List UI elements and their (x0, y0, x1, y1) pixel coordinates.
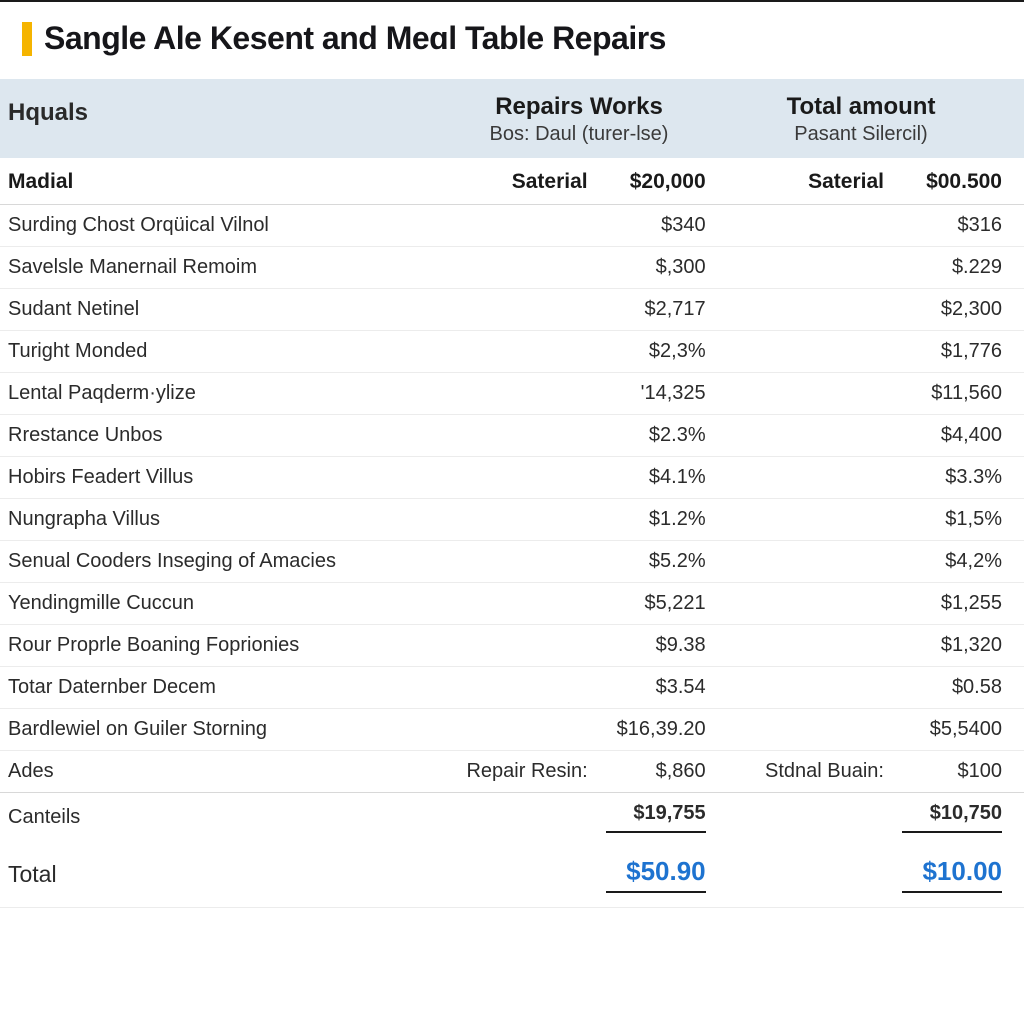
row-c1-val: $9.38 (606, 634, 706, 657)
row-c1-val: $2,717 (606, 298, 706, 321)
row-label: Hobirs Feadert Villus (0, 457, 430, 499)
row-c1-val: '14,325 (606, 382, 706, 405)
row-c1-val: $16,39.20 (606, 718, 706, 741)
ades-row: Ades Repair Resin: $,860 Stdnal Buain: $100 (0, 751, 1024, 793)
table-row: Surding Chost Orqüical Vilnol $340 $316 (0, 205, 1024, 247)
header-col1-line2: Bos: Daul (turer-lse) (438, 123, 720, 146)
row-label: Sudant Netinel (0, 289, 430, 331)
row-c2-val: $3.3% (902, 466, 1002, 489)
subhead-col1: Saterial $20,000 (430, 158, 728, 205)
table-row: Nungrapha Villus $1.2% $1,5% (0, 499, 1024, 541)
header-left-label: Hquals (8, 93, 438, 127)
row-c2-val: $1,5% (902, 508, 1002, 531)
row-label: Nungrapha Villus (0, 499, 430, 541)
row-c1-val: $2.3% (606, 424, 706, 447)
total-row: Total $50.90 $10.00 (0, 842, 1024, 908)
ades-c1-left: Repair Resin: (438, 760, 588, 783)
table-row: Yendingmille Cuccun $5,221 $1,255 (0, 583, 1024, 625)
row-c2-val: $0.58 (902, 676, 1002, 699)
row-label: Yendingmille Cuccun (0, 583, 430, 625)
subhead-col2-left: Saterial (736, 170, 884, 194)
table-row: Sudant Netinel $2,717 $2,300 (0, 289, 1024, 331)
page-title: Sangle Ale Kesent and Meɑl Table Repairs (44, 20, 666, 57)
row-c2-val: $1,255 (902, 592, 1002, 615)
title-row: Sangle Ale Kesent and Meɑl Table Repairs (0, 2, 1024, 79)
row-label: Surding Chost Orqüical Vilnol (0, 205, 430, 247)
row-c1-val: $340 (606, 214, 706, 237)
table-row: Lental Paqderm·ylize '14,325 $11,560 (0, 373, 1024, 415)
header-col1-line1: Repairs Works (438, 93, 720, 121)
subhead-col1-left: Saterial (438, 170, 588, 194)
row-c1-val: $5.2% (606, 550, 706, 573)
total-label: Total (0, 842, 430, 908)
sub-header-row: Madial Saterial $20,000 Saterial $00.500 (0, 158, 1024, 205)
row-label: Rour Proprle Boaning Foprionies (0, 625, 430, 667)
row-c2-val: $1,320 (902, 634, 1002, 657)
table-row: Savelsle Manernail Remoim $,300 $.229 (0, 247, 1024, 289)
row-label: Totar Daternber Decem (0, 667, 430, 709)
row-c2-val: $4,400 (902, 424, 1002, 447)
table-row: Hobirs Feadert Villus $4.1% $3.3% (0, 457, 1024, 499)
total-c2-val: $10.00 (902, 856, 1002, 893)
row-c1-val: $2,3% (606, 340, 706, 363)
row-c2-val: $.229 (902, 256, 1002, 279)
row-c2-val: $5,5400 (902, 718, 1002, 741)
row-c2-val: $4,2% (902, 550, 1002, 573)
header-col-2: Total amount Pasant Silercil) (720, 93, 1002, 146)
subhead-col2: Saterial $00.500 (728, 158, 1024, 205)
canteils-label: Canteils (0, 793, 430, 843)
table-row: Bardlewiel on Guiler Storning $16,39.20 $5… (0, 709, 1024, 751)
total-c1-val: $50.90 (606, 856, 706, 893)
row-c2-val: $1,776 (902, 340, 1002, 363)
row-c1-val: $3.54 (606, 676, 706, 699)
row-label: Lental Paqderm·ylize (0, 373, 430, 415)
row-c2-val: $11,560 (902, 382, 1002, 405)
row-label: Savelsle Manernail Remoim (0, 247, 430, 289)
data-table: Madial Saterial $20,000 Saterial $00.500… (0, 158, 1024, 908)
row-c1-val: $1.2% (606, 508, 706, 531)
table-row: Turight Monded $2,3% $1,776 (0, 331, 1024, 373)
ades-c2-val: $100 (902, 760, 1002, 783)
table-row: Rour Proprle Boaning Foprionies $9.38 $1,3… (0, 625, 1024, 667)
canteils-row: Canteils $19,755 $10,750 (0, 793, 1024, 843)
ades-c1-val: $,860 (606, 760, 706, 783)
header-col-1: Repairs Works Bos: Daul (turer-lse) (438, 93, 720, 146)
page: Sangle Ale Kesent and Meɑl Table Repairs… (0, 0, 1024, 908)
table-header-band: Hquals Repairs Works Bos: Daul (turer-ls… (0, 79, 1024, 158)
canteils-c1-val: $19,755 (606, 802, 706, 833)
header-col2-line2: Pasant Silercil) (720, 123, 1002, 146)
subhead-label: Madial (0, 158, 430, 205)
row-label: Rrestance Unbos (0, 415, 430, 457)
row-c2-val: $316 (902, 214, 1002, 237)
row-c2-val: $2,300 (902, 298, 1002, 321)
ades-c2-left: Stdnal Buain: (736, 760, 884, 783)
row-c1-val: $,300 (606, 256, 706, 279)
row-label: Turight Monded (0, 331, 430, 373)
row-c1-val: $4.1% (606, 466, 706, 489)
row-c1-val: $5,221 (606, 592, 706, 615)
header-col2-line1: Total amount (720, 93, 1002, 121)
canteils-c2-val: $10,750 (902, 802, 1002, 833)
table-row: Totar Daternber Decem $3.54 $0.58 (0, 667, 1024, 709)
row-label: Bardlewiel on Guiler Storning (0, 709, 430, 751)
row-label: Senual Cooders Inseging of Amacies (0, 541, 430, 583)
table-row: Rrestance Unbos $2.3% $4,400 (0, 415, 1024, 457)
table-row: Senual Cooders Inseging of Amacies $5.2% $… (0, 541, 1024, 583)
title-accent-bar (22, 22, 32, 56)
subhead-col2-val: $00.500 (902, 170, 1002, 194)
subhead-col1-val: $20,000 (606, 170, 706, 194)
ades-label: Ades (0, 751, 430, 793)
